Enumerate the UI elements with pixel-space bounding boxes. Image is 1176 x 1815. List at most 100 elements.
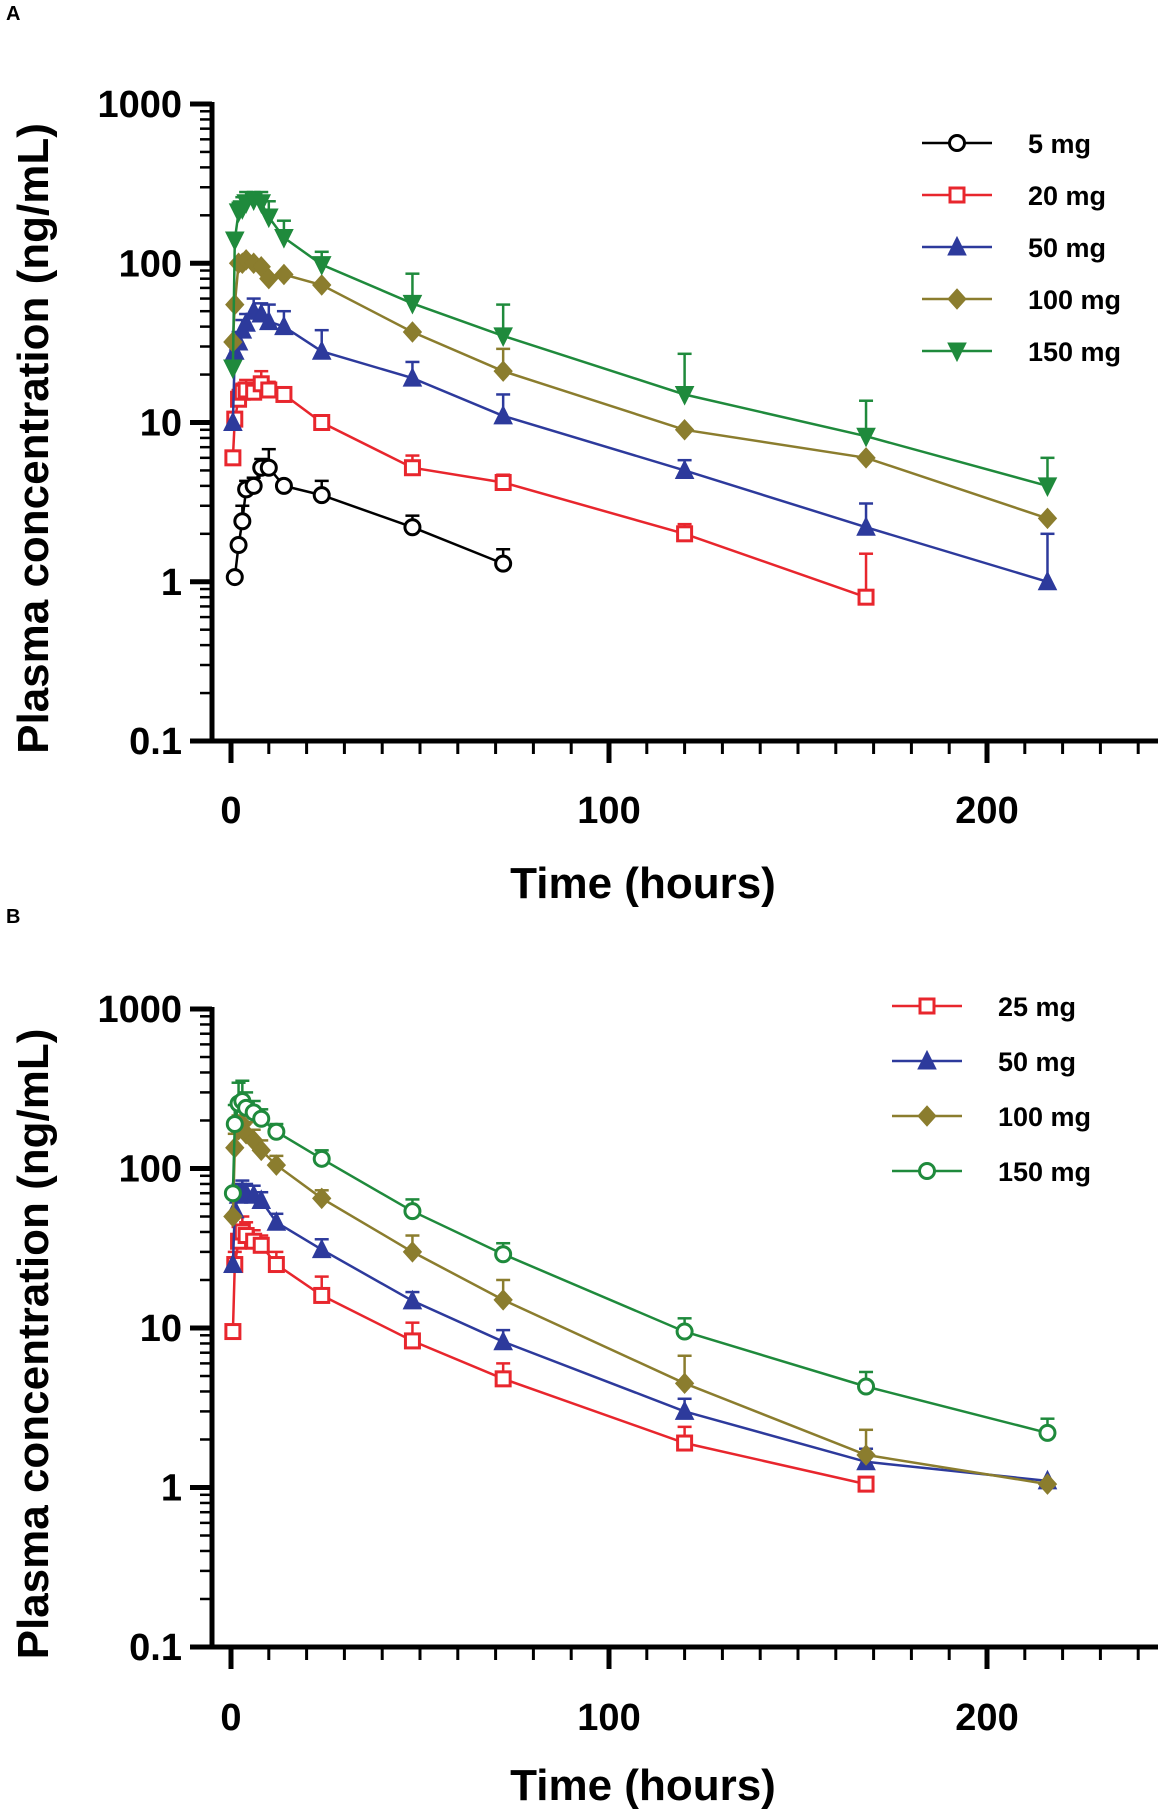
data-point [402,366,423,387]
data-point [229,536,248,555]
legend-marker [918,997,936,1015]
data-point [1037,507,1058,530]
data-point [493,360,513,382]
data-point [251,194,272,214]
data-point [251,1139,271,1162]
data-point [311,340,332,360]
legend-label: 100 mg [1028,285,1121,315]
y-tick-label: 100 [119,243,182,285]
data-point [403,1202,422,1221]
legend-marker [918,1162,936,1180]
legend-label: 50 mg [998,1047,1076,1077]
data-point [275,385,293,403]
data-point [259,267,279,290]
legend-marker [917,1049,937,1070]
legend-label: 50 mg [1028,233,1106,263]
data-point [494,1370,512,1388]
data-point [251,1189,272,1210]
data-point [674,419,695,441]
data-point [236,312,256,332]
series-150-mg [223,1079,1057,1442]
legend-marker [948,186,966,204]
data-point [312,1149,331,1168]
y-tick-label: 1 [161,562,182,604]
data-point [274,229,294,249]
y-axis-title: Plasma concentration (ng/mL) [9,1029,58,1660]
legend-marker [917,1105,937,1127]
data-point [244,476,263,495]
x-axis-title: Time (hours) [510,1761,776,1810]
data-point [1038,1423,1057,1442]
legend-marker [947,288,967,310]
data-point [233,512,252,531]
data-point [274,263,294,286]
legend-entry: 50 mg [892,1047,1076,1077]
series-line [231,1099,1048,1435]
data-point [313,1286,331,1304]
series-100-mg [223,249,1058,530]
y-tick-label: 10 [140,1308,182,1350]
legend-entry: 20 mg [922,181,1106,211]
data-point [857,588,875,606]
series-5-mg [225,447,513,587]
x-tick-label: 200 [955,1697,1018,1739]
data-point [675,1322,694,1341]
data-point [856,516,876,536]
data-point [274,315,294,336]
data-point [674,385,695,406]
data-point [493,1289,513,1311]
data-point [223,359,243,380]
panel-b: 0.1 1 10 100 1000 0 100 200 Time (hours) Plasma c… [9,989,1158,1810]
data-point [403,518,422,537]
data-point [494,554,513,573]
data-point [224,231,245,252]
legend-entry: 100 mg [892,1102,1091,1132]
data-point [266,1211,287,1231]
legend-entry: 5 mg [922,129,1091,159]
data-point [223,411,243,431]
data-point [223,1184,242,1203]
series-20-mg [224,369,875,606]
data-point [674,1400,695,1420]
y-tick-label: 10 [140,403,182,445]
data-point [274,476,293,495]
legend-label: 25 mg [998,992,1076,1022]
legend-label: 150 mg [1028,337,1121,367]
legend-label: 20 mg [1028,181,1106,211]
data-point [856,447,876,469]
data-point [266,1154,287,1176]
series-line [231,1189,1048,1483]
data-point [494,473,512,491]
data-point [403,1332,421,1350]
data-point [224,1323,242,1341]
data-point [259,458,278,477]
panel-a: 0.1 1 10 100 1000 0 100 200 Time (hours) Plasma c… [9,84,1158,908]
y-tick-label: 100 [119,1149,182,1191]
data-point [313,414,331,431]
legend-entry: 150 mg [922,337,1121,367]
data-point [312,274,332,296]
legend-marker [947,235,967,256]
data-point [493,327,513,347]
y-tick-label: 0.1 [129,721,182,763]
data-point [224,449,242,467]
x-tick-label: 100 [577,790,640,832]
data-point [676,525,694,543]
x-tick-label: 100 [577,1697,640,1739]
data-point [856,1444,876,1466]
legend-entry: 50 mg [922,233,1106,263]
data-point [674,459,695,479]
data-point [493,1330,513,1351]
y-tick-label: 1000 [97,84,182,126]
y-tick-label: 0.1 [129,1627,182,1669]
y-axis-title: Plasma concentration (ng/mL) [9,123,58,754]
data-point [267,1122,286,1141]
x-axis-title: Time (hours) [510,859,776,908]
data-point [311,256,332,276]
legend-entry: 25 mg [892,992,1076,1022]
series-50-mg [223,297,1058,591]
legend-label: 100 mg [998,1102,1091,1132]
y-tick-label: 1000 [97,989,182,1031]
legend-entry: 150 mg [892,1157,1091,1187]
data-point [225,1115,244,1134]
